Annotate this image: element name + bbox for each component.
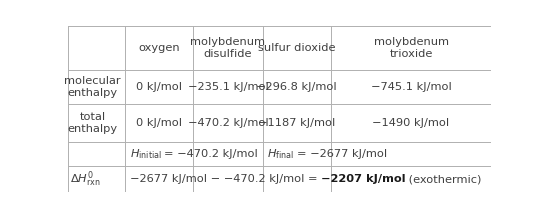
Text: oxygen: oxygen	[139, 43, 180, 53]
Text: = −2677 kJ/mol: = −2677 kJ/mol	[297, 149, 387, 159]
Text: −235.1 kJ/mol: −235.1 kJ/mol	[188, 82, 269, 92]
Text: sulfur dioxide: sulfur dioxide	[258, 43, 335, 53]
Text: −745.1 kJ/mol: −745.1 kJ/mol	[371, 82, 452, 92]
Text: −2677 kJ/mol − −470.2 kJ/mol =: −2677 kJ/mol − −470.2 kJ/mol =	[129, 174, 321, 184]
Text: = −470.2 kJ/mol: = −470.2 kJ/mol	[164, 149, 258, 159]
Text: molybdenum
disulfide: molybdenum disulfide	[191, 37, 265, 59]
Text: molybdenum
trioxide: molybdenum trioxide	[373, 37, 448, 59]
Text: $\mathit{H}_{\mathrm{final}}$: $\mathit{H}_{\mathrm{final}}$	[267, 147, 294, 161]
Text: −2207 kJ/mol: −2207 kJ/mol	[321, 174, 405, 184]
Text: −1490 kJ/mol: −1490 kJ/mol	[372, 118, 449, 128]
Text: $\Delta H^0_{\mathrm{rxn}}$: $\Delta H^0_{\mathrm{rxn}}$	[70, 170, 101, 189]
Text: total
enthalpy: total enthalpy	[68, 112, 117, 134]
Text: $\mathit{H}_{\mathrm{initial}}$: $\mathit{H}_{\mathrm{initial}}$	[129, 147, 162, 161]
Text: 0 kJ/mol: 0 kJ/mol	[136, 82, 182, 92]
Text: 0 kJ/mol: 0 kJ/mol	[136, 118, 182, 128]
Text: molecular
enthalpy: molecular enthalpy	[64, 76, 121, 98]
Text: −296.8 kJ/mol: −296.8 kJ/mol	[257, 82, 337, 92]
Text: (exothermic): (exothermic)	[405, 174, 482, 184]
Text: −1187 kJ/mol: −1187 kJ/mol	[258, 118, 335, 128]
Text: −470.2 kJ/mol: −470.2 kJ/mol	[188, 118, 268, 128]
